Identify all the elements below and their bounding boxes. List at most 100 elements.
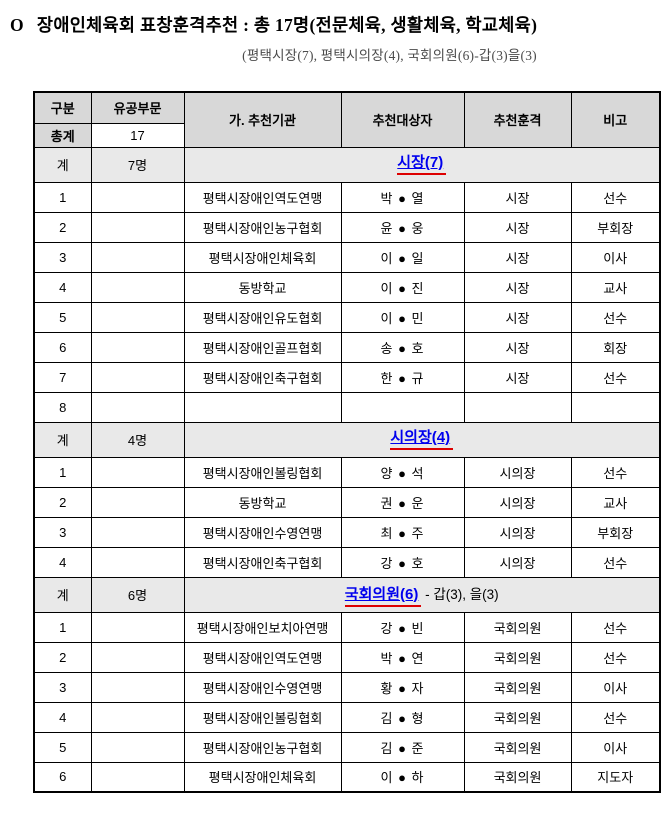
cell-grade: 국회의원 [463,701,572,733]
cell-sector [90,761,185,793]
cell-org: 동방학교 [183,486,342,518]
cell-sector [90,486,185,518]
cell-grade: 시의장 [463,486,572,518]
cell-org: 평택시장애인보치아연맹 [183,611,342,643]
cell-person: 박 ● 열 [340,181,465,213]
cell-note: 선수 [570,181,661,213]
cell-grade: 시장 [463,241,572,273]
section-title-link[interactable]: 시장(7) [397,154,447,175]
section-title-link[interactable]: 국회의원(6) [344,586,422,607]
col-header-grade: 추천훈격 [463,91,572,148]
cell-person [340,391,465,423]
cell-note: 부회장 [570,516,661,548]
cell-grade: 시의장 [463,546,572,578]
cell-person: 이 ● 민 [340,301,465,333]
cell-sector [90,331,185,363]
table-row: 1 평택시장애인볼링협회 양 ● 석 시의장 선수 [33,456,661,488]
cell-sector [90,516,185,548]
section-header-row: 계 6명 국회의원(6) - 갑(3), 을(3) [33,576,661,613]
section-count: 7명 [90,146,185,183]
cell-sector [90,271,185,303]
table-row: 7 평택시장애인축구협회 한 ● 규 시장 선수 [33,361,661,393]
cell-no: 5 [33,301,92,333]
cell-org: 동방학교 [183,271,342,303]
cell-org: 평택시장애인체육회 [183,241,342,273]
table-row: 3 평택시장애인수영연맹 최 ● 주 시의장 부회장 [33,516,661,548]
cell-no: 2 [33,641,92,673]
cell-no: 3 [33,671,92,703]
total-label: 총계 [33,122,92,148]
cell-no: 2 [33,486,92,518]
table-row: 1 평택시장애인보치아연맹 강 ● 빈 국회의원 선수 [33,611,661,643]
cell-note: 선수 [570,301,661,333]
cell-org: 평택시장애인체육회 [183,761,342,793]
cell-org: 평택시장애인골프협회 [183,331,342,363]
section-title-cell: 국회의원(6) - 갑(3), 을(3) [183,576,661,613]
table-row: 4 동방학교 이 ● 진 시장 교사 [33,271,661,303]
section-title-suffix: - 갑(3), 을(3) [421,586,499,602]
table-row: 6 평택시장애인골프협회 송 ● 호 시장 회장 [33,331,661,363]
cell-person: 이 ● 하 [340,761,465,793]
cell-person: 양 ● 석 [340,456,465,488]
cell-no: 1 [33,611,92,643]
cell-grade: 국회의원 [463,611,572,643]
doc-subtitle: (평택시장(7), 평택시의장(4), 국회의원(6)-갑(3)을(3) [242,48,537,63]
cell-person: 김 ● 형 [340,701,465,733]
table-row: 2 평택시장애인농구협회 윤 ● 웅 시장 부회장 [33,211,661,243]
col-header-org: 가. 추천기관 [183,91,342,148]
cell-org: 평택시장애인축구협회 [183,546,342,578]
table-row: 6 평택시장애인체육회 이 ● 하 국회의원 지도자 [33,761,661,793]
cell-sector [90,181,185,213]
cell-grade: 시의장 [463,516,572,548]
cell-note: 선수 [570,456,661,488]
cell-org: 평택시장애인역도연맹 [183,641,342,673]
cell-sector [90,701,185,733]
cell-sector [90,361,185,393]
cell-no: 3 [33,516,92,548]
cell-grade: 시장 [463,181,572,213]
col-header-gubun: 구분 [33,91,92,124]
table-row: 4 평택시장애인볼링협회 김 ● 형 국회의원 선수 [33,701,661,733]
cell-org: 평택시장애인농구협회 [183,211,342,243]
section-header-row: 계 7명 시장(7) [33,146,661,183]
table-row: 8 [33,391,661,423]
total-value: 17 [90,122,185,148]
cell-note: 이사 [570,241,661,273]
cell-grade: 국회의원 [463,641,572,673]
cell-org: 평택시장애인역도연맹 [183,181,342,213]
cell-org: 평택시장애인수영연맹 [183,516,342,548]
cell-note: 지도자 [570,761,661,793]
document-page: O 장애인체육회 표창훈격추천 : 총 17명(전문체육, 생활체육, 학교체육)… [0,12,671,816]
cell-org [183,391,342,423]
cell-note: 부회장 [570,211,661,243]
table-row: 4 평택시장애인축구협회 강 ● 호 시의장 선수 [33,546,661,578]
cell-grade [463,391,572,423]
cell-no: 6 [33,761,92,793]
section-title-link[interactable]: 시의장(4) [390,429,454,450]
section-count-label: 계 [33,421,92,458]
cell-grade: 국회의원 [463,761,572,793]
section-title-cell: 시장(7) [183,146,661,183]
title-text: 장애인체육회 표창훈격추천 : 총 17명(전문체육, 생활체육, 학교체육) [36,15,538,35]
cell-no: 5 [33,731,92,763]
cell-person: 윤 ● 웅 [340,211,465,243]
cell-no: 8 [33,391,92,423]
section-count-label: 계 [33,146,92,183]
cell-no: 4 [33,271,92,303]
cell-person: 송 ● 호 [340,331,465,363]
cell-person: 최 ● 주 [340,516,465,548]
cell-org: 평택시장애인축구협회 [183,361,342,393]
cell-no: 7 [33,361,92,393]
cell-note: 이사 [570,731,661,763]
col-header-sector: 유공부문 [90,91,185,124]
cell-person: 강 ● 호 [340,546,465,578]
cell-no: 6 [33,331,92,363]
cell-sector [90,301,185,333]
cell-sector [90,211,185,243]
cell-person: 한 ● 규 [340,361,465,393]
cell-person: 이 ● 진 [340,271,465,303]
table-row: 3 평택시장애인수영연맹 황 ● 자 국회의원 이사 [33,671,661,703]
table-row: 2 평택시장애인역도연맹 박 ● 연 국회의원 선수 [33,641,661,673]
col-header-note: 비고 [570,91,661,148]
table-row: 3 평택시장애인체육회 이 ● 일 시장 이사 [33,241,661,273]
